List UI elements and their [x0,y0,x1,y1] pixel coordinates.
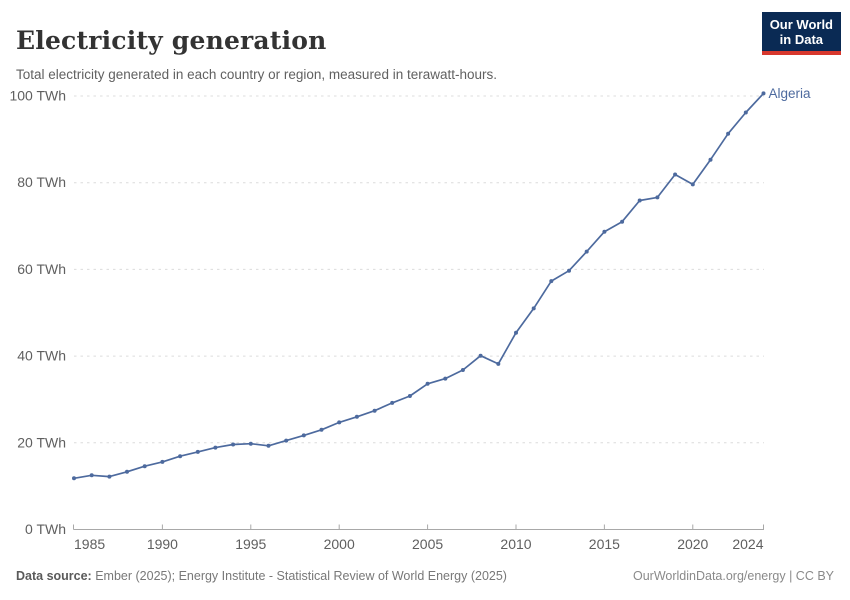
data-point[interactable] [72,476,76,481]
data-point[interactable] [390,400,395,405]
data-point[interactable] [337,420,342,425]
data-point[interactable] [567,268,571,273]
data-line[interactable] [73,92,765,480]
data-point[interactable] [531,306,536,311]
y-axis-tick-label: 0 TWh [25,521,66,537]
data-point[interactable] [125,469,129,474]
credit-link[interactable]: OurWorldinData.org/energy | CC BY [632,569,834,583]
x-axis-tick-label: 2020 [677,536,708,552]
data-point[interactable] [107,474,112,479]
data-point[interactable] [248,441,253,446]
data-point[interactable] [690,182,695,187]
y-axis-tick-label: 80 TWh [17,174,66,190]
x-axis-tick-label: 1990 [147,536,178,552]
data-point[interactable] [637,198,642,203]
data-point[interactable] [354,414,359,419]
data-source: Data source: Ember (2025); Energy Instit… [16,569,507,583]
page-title: Electricity generation [16,25,327,55]
data-point[interactable] [160,459,165,464]
data-source-text: Ember (2025); Energy Institute - Statist… [91,569,507,583]
data-point[interactable] [89,473,94,478]
data-point[interactable] [673,172,678,177]
series-label[interactable]: Algeria [769,86,812,101]
owid-logo-line1: Our World [769,17,833,32]
data-point[interactable] [178,454,183,459]
data-source-label: Data source: [16,569,92,583]
data-point[interactable] [549,279,554,284]
data-point[interactable] [266,443,271,448]
data-point[interactable] [284,438,289,443]
data-point[interactable] [761,91,766,96]
data-point[interactable] [743,110,748,115]
data-point[interactable] [319,427,324,432]
chart-subtitle: Total electricity generated in each coun… [16,66,497,82]
data-point[interactable] [708,157,713,162]
data-point[interactable] [478,353,483,358]
data-point[interactable] [425,381,430,386]
data-point[interactable] [195,449,200,454]
data-point[interactable] [301,433,306,438]
x-axis-tick-label: 2010 [500,536,531,552]
data-point[interactable] [496,361,501,366]
data-point[interactable] [213,445,218,450]
data-point[interactable] [655,195,660,200]
x-axis-tick-label: 2005 [412,536,443,552]
y-axis-tick-label: 20 TWh [17,434,66,450]
x-axis-tick-label: 1995 [235,536,266,552]
owid-logo[interactable]: Our World in Data [761,12,841,55]
data-point[interactable] [726,131,731,136]
y-axis-tick-label: 100 TWh [9,88,66,104]
data-point[interactable] [443,376,448,381]
y-axis-tick-label: 60 TWh [17,261,66,277]
x-axis-tick-label: 1985 [74,536,105,552]
y-axis-tick-label: 40 TWh [17,348,66,364]
x-axis-tick-label: 2000 [324,536,355,552]
data-point[interactable] [231,442,236,447]
x-axis-tick-label: 2015 [589,536,620,552]
data-point[interactable] [460,368,465,372]
data-point[interactable] [602,229,607,234]
data-point[interactable] [372,408,377,413]
data-point[interactable] [584,249,589,254]
owid-logo-line2: in Data [779,32,824,48]
x-axis-tick-label: 2024 [732,536,763,552]
data-point[interactable] [407,394,412,398]
data-point[interactable] [142,464,147,469]
data-point[interactable] [514,330,518,335]
data-point[interactable] [620,219,625,224]
